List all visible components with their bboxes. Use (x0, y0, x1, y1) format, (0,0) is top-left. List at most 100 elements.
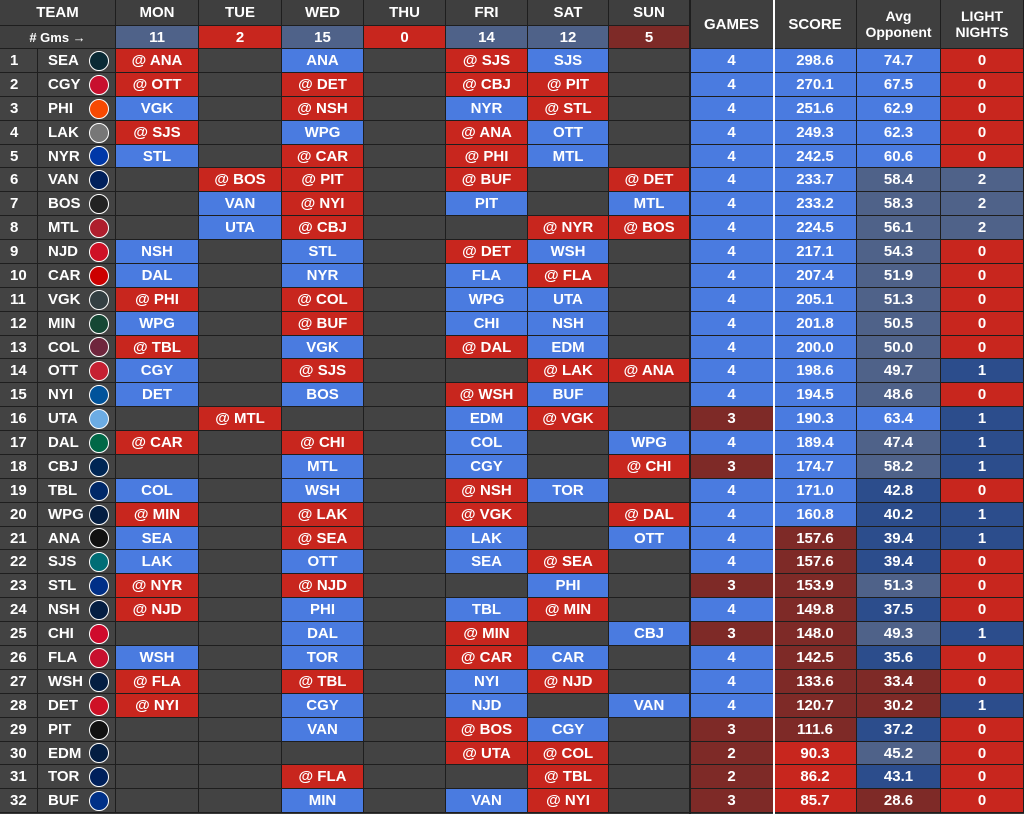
day-header-fri: FRI (446, 0, 528, 26)
games-count: 4 (690, 145, 774, 168)
game-cell: @ CHI (282, 431, 364, 455)
game-cell (199, 455, 282, 479)
games-count: 4 (690, 312, 774, 336)
team-abbr: PIT (48, 721, 72, 738)
game-cell: @ SJS (446, 49, 528, 73)
game-cell (364, 598, 446, 622)
light-nights-value: 1 (941, 407, 1024, 431)
light-nights-value: 1 (941, 503, 1024, 527)
avg-opponent-value: 50.0 (857, 336, 941, 359)
team-cell: MTL (38, 216, 116, 240)
score-header: SCORE (774, 0, 857, 49)
game-cell (609, 312, 690, 336)
games-count: 4 (690, 192, 774, 216)
game-cell (609, 550, 690, 574)
day-header-sat: SAT (528, 0, 609, 26)
game-cell: @ ANA (609, 359, 690, 383)
game-cell: @ NYI (116, 694, 199, 718)
game-cell (199, 622, 282, 646)
score-value: 85.7 (774, 789, 857, 813)
avg-opponent-value: 50.5 (857, 312, 941, 336)
day-header-tue: TUE (199, 0, 282, 26)
game-cell: COL (116, 479, 199, 503)
game-cell: NYR (446, 97, 528, 121)
game-cell: @ NJD (282, 574, 364, 598)
game-cell (528, 192, 609, 216)
avg-opponent-header: Avg Opponent (857, 0, 941, 49)
game-cell: STL (282, 240, 364, 264)
game-cell: ANA (282, 49, 364, 73)
game-cell: OTT (528, 121, 609, 145)
games-count: 2 (690, 742, 774, 765)
team-cell: COL (38, 336, 116, 359)
game-cell (528, 527, 609, 550)
games-count: 4 (690, 359, 774, 383)
game-cell (364, 765, 446, 789)
team-rank: 25 (0, 622, 38, 646)
game-cell (364, 718, 446, 742)
game-cell (446, 574, 528, 598)
game-cell: UTA (528, 288, 609, 312)
game-cell: MTL (528, 145, 609, 168)
game-cell: @ VGK (446, 503, 528, 527)
team-logo-icon (89, 313, 109, 334)
games-count: 3 (690, 574, 774, 598)
day-game-count: 14 (446, 26, 528, 49)
game-cell: @ NJD (116, 598, 199, 622)
team-rank: 10 (0, 264, 38, 288)
team-cell: MIN (38, 312, 116, 336)
team-logo-icon (89, 50, 109, 71)
team-abbr: VAN (48, 171, 79, 188)
score-value: 190.3 (774, 407, 857, 431)
game-cell: VAN (446, 789, 528, 813)
game-cell (199, 479, 282, 503)
game-cell: NSH (116, 240, 199, 264)
team-logo-icon (89, 480, 109, 501)
game-cell (364, 288, 446, 312)
team-abbr: WSH (48, 673, 83, 690)
light-nights-value: 0 (941, 73, 1024, 97)
avg-opponent-value: 62.9 (857, 97, 941, 121)
game-cell (364, 789, 446, 813)
game-cell (528, 503, 609, 527)
score-value: 205.1 (774, 288, 857, 312)
game-cell: PHI (282, 598, 364, 622)
team-cell: WSH (38, 670, 116, 694)
game-cell: @ NYI (282, 192, 364, 216)
game-cell: MTL (282, 455, 364, 479)
game-cell (528, 455, 609, 479)
game-cell: @ ANA (446, 121, 528, 145)
team-abbr: MIN (48, 315, 76, 332)
avg-opponent-header-line2: Opponent (865, 24, 932, 40)
game-cell: @ NYR (116, 574, 199, 598)
team-abbr: ANA (48, 529, 81, 547)
game-cell (116, 765, 199, 789)
team-abbr: PHI (48, 100, 74, 117)
game-cell (364, 168, 446, 192)
game-cell (364, 240, 446, 264)
games-count: 4 (690, 264, 774, 288)
light-nights-value: 0 (941, 765, 1024, 789)
game-cell: OTT (609, 527, 690, 550)
games-header: GAMES (690, 0, 774, 49)
team-abbr: SJS (48, 553, 77, 570)
team-logo-icon (89, 551, 109, 572)
game-cell (199, 503, 282, 527)
team-logo-icon (89, 623, 109, 644)
game-cell: @ SJS (116, 121, 199, 145)
column-divider (689, 0, 691, 814)
game-cell (199, 527, 282, 550)
game-cell: SJS (528, 49, 609, 73)
game-cell: MTL (609, 192, 690, 216)
game-cell: VAN (199, 192, 282, 216)
game-cell (364, 264, 446, 288)
day-game-count: 0 (364, 26, 446, 49)
team-rank: 22 (0, 550, 38, 574)
games-count: 4 (690, 121, 774, 145)
game-cell (116, 789, 199, 813)
game-cell: @ STL (528, 97, 609, 121)
game-cell: @ FLA (116, 670, 199, 694)
game-cell (528, 168, 609, 192)
game-cell (199, 240, 282, 264)
